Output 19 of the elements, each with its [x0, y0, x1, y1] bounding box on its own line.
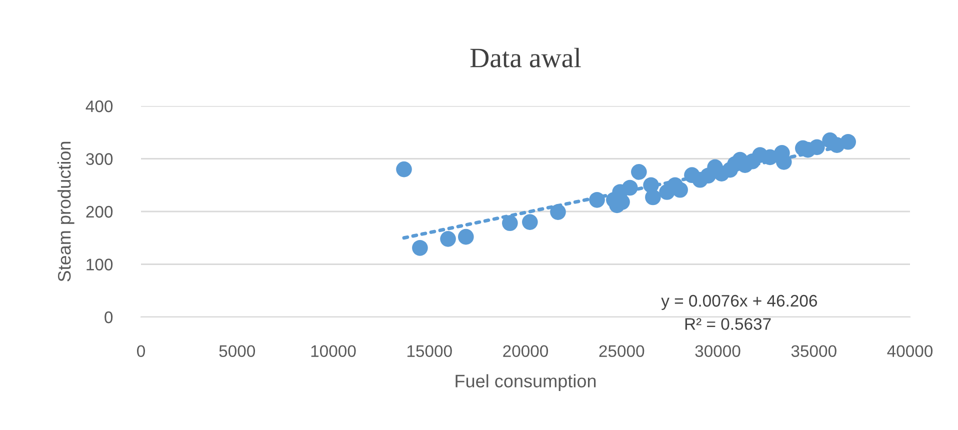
x-tick-label: 30000 — [695, 345, 740, 358]
x-tick-label: 35000 — [791, 345, 836, 358]
y-tick-label: 100 — [86, 258, 113, 270]
text: R² = 0.5637 — [685, 318, 771, 330]
x-tick-label: 10000 — [311, 345, 356, 358]
y-tick-label: 400 — [86, 100, 113, 112]
y-tick-label: 200 — [86, 206, 113, 218]
x-tick-label: 15000 — [407, 345, 452, 358]
x-tick-label: 25000 — [599, 345, 644, 358]
x-tick-label: 20000 — [503, 345, 548, 358]
y-tick-label: 300 — [86, 153, 113, 165]
y-axis-title: Steam production — [57, 142, 74, 282]
x-tick-label: 40000 — [887, 345, 933, 358]
annotation: y = 0.0076x + 46.206 — [661, 294, 817, 310]
x-axis-title: Fuel consumption — [456, 374, 596, 392]
y-tick-label: 0 — [104, 311, 113, 324]
chart-title: Data awal — [470, 48, 581, 68]
x-tick-label: 5000 — [219, 345, 256, 358]
x-tick-label: 0 — [137, 345, 145, 358]
